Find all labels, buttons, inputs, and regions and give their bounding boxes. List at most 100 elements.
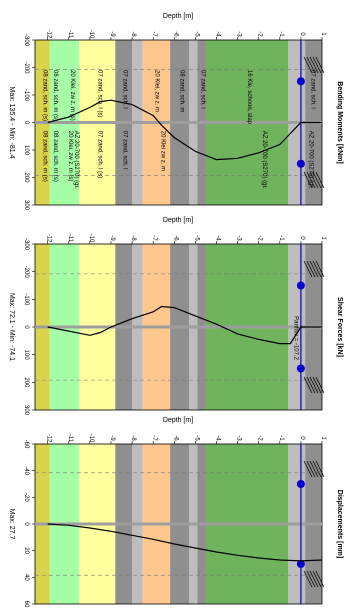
soil-layer-label: 07 zand, sch. l (s) [96, 70, 102, 117]
depth-tick-label: -9 [109, 31, 115, 37]
soil-layer-label: 08 zand, sch. m [179, 70, 185, 112]
anchor-marker [296, 364, 305, 373]
hatch-mark [303, 260, 313, 278]
value-tick-label: 0 [23, 121, 29, 125]
soil-layer-label: 07 zand, sch. l [200, 70, 206, 109]
depth-axis-title: Depth [m] [163, 13, 193, 20]
hatch-mark [315, 56, 325, 74]
chart-title: Bending Moments [kNm] [336, 81, 343, 163]
hatch-mark [309, 260, 319, 278]
hatch-mark [315, 171, 325, 189]
depth-tick-label: -10 [88, 234, 94, 243]
depth-tick-label: -4 [214, 435, 220, 441]
depth-tick-label: -2 [257, 31, 263, 37]
depth-tick-label: -12 [46, 434, 52, 443]
hatch-mark [303, 570, 313, 588]
value-tick-label: 300 [23, 200, 29, 211]
value-tick-label: 200 [23, 172, 29, 183]
depth-tick-label: -8 [130, 31, 136, 37]
depth-tick-label: -3 [236, 235, 242, 241]
depth-tick-label: 0 [299, 32, 305, 36]
hatch-mark [303, 56, 313, 74]
hatch-mark [303, 376, 313, 394]
value-tick-label: 200 [23, 377, 29, 388]
data-series-line [47, 523, 323, 562]
hatch-mark [309, 460, 319, 478]
depth-tick-label: -5 [193, 435, 199, 441]
depth-tick-label: 1 [320, 32, 326, 36]
soil-layer-label: 07 zand, sch. l [122, 131, 128, 170]
depth-tick-label: -10 [88, 30, 94, 39]
hatch-mark [306, 376, 316, 394]
depth-tick-label: -12 [46, 30, 52, 39]
hatch-mark [303, 460, 313, 478]
hatch-mark [315, 376, 325, 394]
soil-layer-label: 07 zand, sch. l (s) [96, 131, 102, 178]
soil-layer-label: 08 zand, sch. m (s) [52, 131, 58, 182]
depth-tick-label: -10 [88, 434, 94, 443]
value-tick-label: -20 [23, 493, 29, 502]
hatch-mark [306, 56, 316, 74]
hatch-mark [315, 570, 325, 588]
chart-footer: Max: 27.7 [8, 509, 15, 540]
hatch-mark [315, 260, 325, 278]
hatch-mark [303, 171, 313, 189]
panel-bending: 1 0 -1 -2 -3 -4 -5 -6 -7 -8 -9 -10 -11 -12 Depth [m] -3… [8, 13, 343, 211]
soil-layer-label: 08 zand, sch. m (s) [52, 70, 58, 121]
depth-tick-label: 1 [320, 436, 326, 440]
soil-layer-label: 20 Klei, zw z. m (s) [67, 131, 73, 182]
depth-tick-label: -9 [109, 435, 115, 441]
depth-tick-label: -5 [193, 235, 199, 241]
hatch-mark [309, 376, 319, 394]
depth-tick-label: -4 [214, 235, 220, 241]
hatch-mark [306, 171, 316, 189]
panel-displacement: 1 0 -1 -2 -3 -4 -5 -6 -7 -8 -9 -10 -11 -12 Depth [m] -6… [8, 417, 343, 608]
depth-tick-label: -12 [46, 234, 52, 243]
soil-layer-label: 08 zand, sch. m (s) [41, 70, 47, 121]
value-tick-label: -60 [23, 440, 29, 449]
panel-shear: 1 0 -1 -2 -3 -4 -5 -6 -7 -8 -9 -10 -11 -12 Depth [m] -3… [8, 217, 343, 416]
hatch-mark [315, 460, 325, 478]
hatch-mark [309, 56, 319, 74]
depth-tick-label: -1 [278, 435, 284, 441]
soil-layer-label: 20 Klei, zw z. m (s) [69, 70, 75, 121]
value-tick-label: 60 [23, 601, 29, 608]
hatch-mark [312, 56, 322, 74]
hatch-mark [309, 171, 319, 189]
depth-tick-label: -11 [67, 234, 73, 243]
depth-tick-label: -6 [172, 435, 178, 441]
depth-tick-label: -2 [257, 435, 263, 441]
depth-tick-label: -5 [193, 31, 199, 37]
value-tick-label: -300 [23, 238, 29, 251]
value-tick-label: 40 [23, 574, 29, 581]
depth-tick-label: -9 [109, 235, 115, 241]
data-series-line [47, 99, 322, 161]
depth-tick-label: -1 [278, 31, 284, 37]
chart-footer: Max: 135.4 - Min: -81.4 [8, 87, 15, 159]
hatch-mark [306, 460, 316, 478]
value-tick-label: -300 [23, 34, 29, 47]
depth-tick-label: -6 [172, 235, 178, 241]
depth-tick-label: -6 [172, 31, 178, 37]
hatch-mark [312, 260, 322, 278]
depth-tick-label: -7 [151, 31, 157, 37]
hatch-mark [312, 570, 322, 588]
chart-annotation: Panfdiv = -107.2 [293, 316, 299, 361]
anchor-marker [296, 480, 305, 488]
depth-tick-label: -11 [67, 434, 73, 443]
value-tick-label: -200 [23, 61, 29, 74]
depth-tick-label: 0 [299, 236, 305, 240]
soil-layer-label: 08 zand, sch. m (s) [41, 131, 47, 182]
depth-tick-label: -7 [151, 435, 157, 441]
value-tick-label: -100 [23, 293, 29, 306]
depth-tick-label: -8 [130, 235, 136, 241]
soil-layer-label: 20 Klei, zw z. m [153, 70, 159, 112]
depth-axis-title: Depth [m] [163, 417, 193, 424]
depth-tick-label: -4 [214, 31, 220, 37]
chart-footer: Max: 72.1 - Min: -74.1 [8, 293, 15, 361]
depth-tick-label: -7 [151, 235, 157, 241]
anchor-marker [296, 159, 305, 168]
hatch-mark [312, 460, 322, 478]
depth-tick-label: -11 [67, 30, 73, 39]
